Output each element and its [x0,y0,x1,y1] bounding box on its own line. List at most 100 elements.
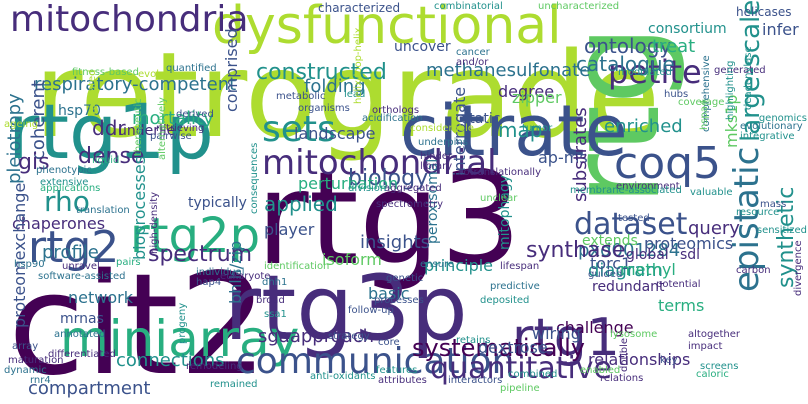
cloud-word: methanesulfonate [426,60,591,81]
cloud-word: tumor [522,123,553,134]
cloud-word: helicases [736,5,792,19]
cloud-word: rtg2 [28,222,120,273]
cloud-word: retrieving [156,123,205,134]
cloud-word: coverage [678,97,725,108]
cloud-word: impact [688,341,723,352]
cloud-word: characterized [318,1,401,15]
cloud-word: player [264,220,315,239]
cloud-word: evolutionary [740,121,803,132]
cloud-word: enabled [580,365,621,376]
cloud-word: caloric [696,369,729,380]
cloud-word: quantitative [430,351,613,386]
cloud-word: retains [456,335,491,346]
cloud-word: valuable [690,187,733,198]
cloud-word: rnr4 [30,375,51,386]
cloud-word: rtg2p [130,208,261,264]
cloud-word: combined [508,369,558,380]
cloud-word: degree [498,82,555,101]
cloud-word: strategy [328,331,370,342]
cloud-word: infer [762,20,799,39]
cloud-word: broad [256,295,285,306]
cloud-word: annotated [54,329,106,340]
cloud-word: screens [700,361,739,372]
cloud-word: anti-oxidants [310,371,376,382]
cloud-word: treat [652,36,696,57]
cloud-word: spectrum [148,242,253,267]
cloud-word: principle [424,256,494,275]
cloud-word: insights [360,232,431,253]
cloud-word: dense [78,144,145,169]
cloud-word: challenge [556,318,634,337]
cloud-word: zipper [512,88,562,107]
cloud-word: software-assisted [38,271,126,282]
cloud-word: consortium [648,21,727,37]
cloud-word: ssa1 [264,309,287,320]
cloud-word: core [378,337,400,348]
cloud-word: connections [116,350,225,371]
cloud-word: rho [44,185,90,218]
cloud-word: hsp90 [14,259,45,270]
cloud-word: hsp70 [58,103,101,119]
cloud-word: rtg3p [224,256,468,361]
cloud-word: aggregated [384,183,442,194]
cloud-word: progeny [177,302,188,344]
cloud-word: folding [304,76,366,97]
cloud-word: terms [658,296,705,315]
cloud-word: perturbation [298,174,399,193]
cloud-word: mitophagy [497,174,513,250]
cloud-word: proteomics [644,234,734,253]
cloud-word: rtg3 [256,145,522,294]
cloud-word: metabolic [276,91,326,102]
cloud-word: membrane-associated [570,185,682,196]
cloud-word: respiratory-competent [34,74,237,95]
cloud-word: translation [76,205,130,216]
cloud-word: global [626,247,669,263]
cloud-word: lysosome [610,329,658,340]
cloud-word: sdl [680,247,701,263]
cloud-word: identification [264,261,330,272]
cloud-word: applied [264,192,338,216]
cloud-word: pairwise [150,131,192,142]
cloud-word: wiring [532,324,581,343]
cloud-word: differentiated [48,349,116,360]
cloud-word: divergence [793,240,804,296]
cloud-word: predictive [490,281,540,292]
cloud-word: deposited [480,295,530,306]
cloud-word: maturation [8,355,64,366]
cloud-word: miniarray [60,310,300,368]
cloud-word: quantified [166,63,217,74]
cloud-word: hspa4 [699,99,710,130]
cloud-word: mitochondrial [262,143,497,183]
cloud-word: remained [210,379,258,390]
cloud-word: acidification [362,113,423,124]
cloud-word: mass [760,199,787,210]
cloud-word: genomics [758,113,807,124]
cloud-word: unravel [62,261,100,272]
cloud-word: pipeline [500,383,540,394]
cloud-word: systematically [412,334,585,362]
cloud-word: basic [368,284,410,303]
cloud-word: orthologs [372,105,420,116]
cloud-word: highlighting [725,60,736,120]
cloud-word: applications [40,183,101,194]
cloud-word: constructed [256,60,387,85]
cloud-word: mitochondria [10,0,249,40]
cloud-word: compartment [28,378,151,399]
cloud-word: remodeling [186,361,243,372]
cloud-word: fitness-based [72,67,139,78]
cloud-word: relationships [588,350,691,369]
cloud-word: sgaapproach [258,326,375,347]
cloud-word: relations [600,373,644,384]
cloud-word: liquid [92,155,120,166]
cloud-word: ageing [4,119,39,130]
cloud-word: processes [374,295,424,306]
cloud-word: citrate [400,90,628,172]
cloud-word: features [376,365,418,376]
cloud-word: derived [176,109,214,120]
cloud-word: attributes [378,375,427,386]
cloud-word: network [68,288,133,307]
cloud-word: uncover [394,39,451,55]
cloud-word: cit2 [8,244,268,404]
cloud-word: carbon [736,265,771,276]
cloud-word: mortality [132,108,214,129]
